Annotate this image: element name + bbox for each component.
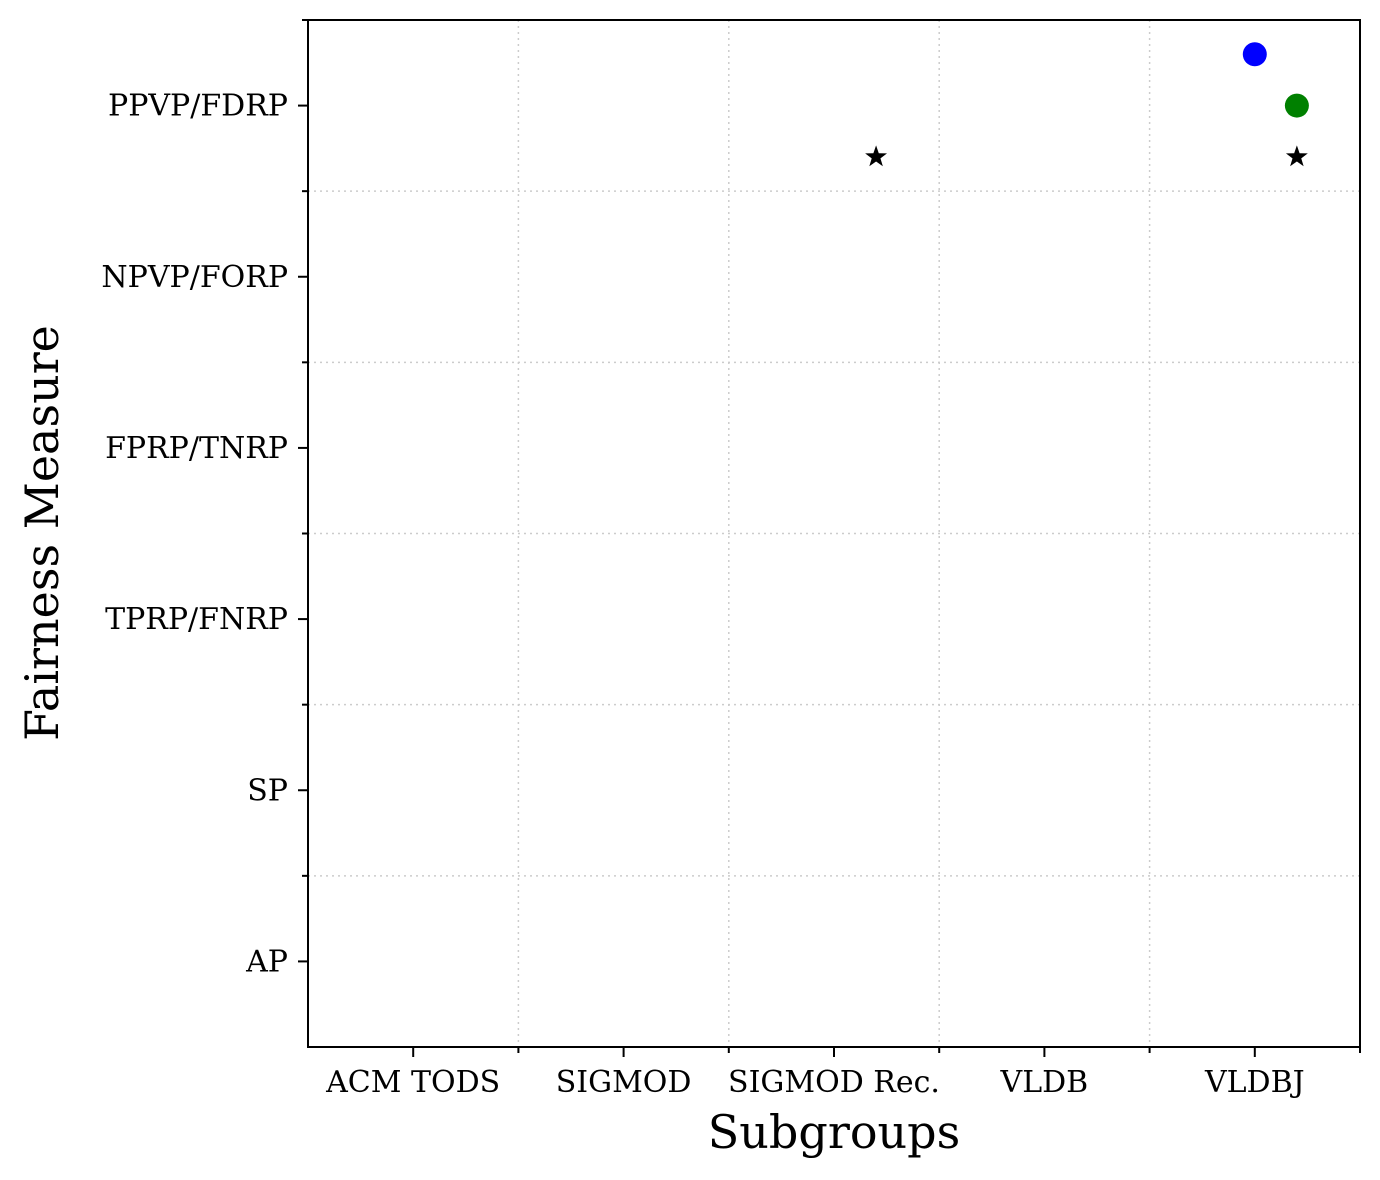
- y-axis-title: Fairness Measure: [15, 325, 69, 741]
- y-tick-label: SP: [247, 773, 288, 808]
- grid-layer: [308, 20, 1360, 1047]
- y-tick-labels: AP SP TPRP/FNRP FPRP/TNRP NPVP/FORP PPVP/FDRP: [101, 89, 288, 980]
- y-tick-label: NPVP/FORP: [101, 260, 288, 295]
- y-tick-label: TPRP/FNRP: [105, 602, 288, 637]
- x-tick-labels: ACM TODS SIGMOD SIGMOD Rec. VLDB VLDBJ: [325, 1065, 1305, 1100]
- x-tick-label: VLDBJ: [1204, 1065, 1305, 1100]
- x-tick-label: ACM TODS: [325, 1065, 500, 1100]
- star-marker: [1285, 145, 1308, 167]
- tick-layer: [298, 19, 1361, 1057]
- plot-frame: [307, 19, 1361, 1048]
- x-tick-label: VLDB: [1000, 1065, 1089, 1100]
- circle-marker: [1242, 42, 1267, 67]
- y-tick-label: FPRP/TNRP: [105, 431, 288, 466]
- x-tick-label: SIGMOD Rec.: [728, 1065, 940, 1100]
- x-axis-title: Subgroups: [708, 1105, 960, 1159]
- y-tick-label: AP: [245, 944, 288, 979]
- points-layer: [865, 42, 1309, 167]
- circle-marker: [1284, 93, 1309, 118]
- star-marker: [865, 145, 888, 167]
- x-tick-label: SIGMOD: [556, 1065, 692, 1100]
- y-tick-label: PPVP/FDRP: [108, 89, 288, 124]
